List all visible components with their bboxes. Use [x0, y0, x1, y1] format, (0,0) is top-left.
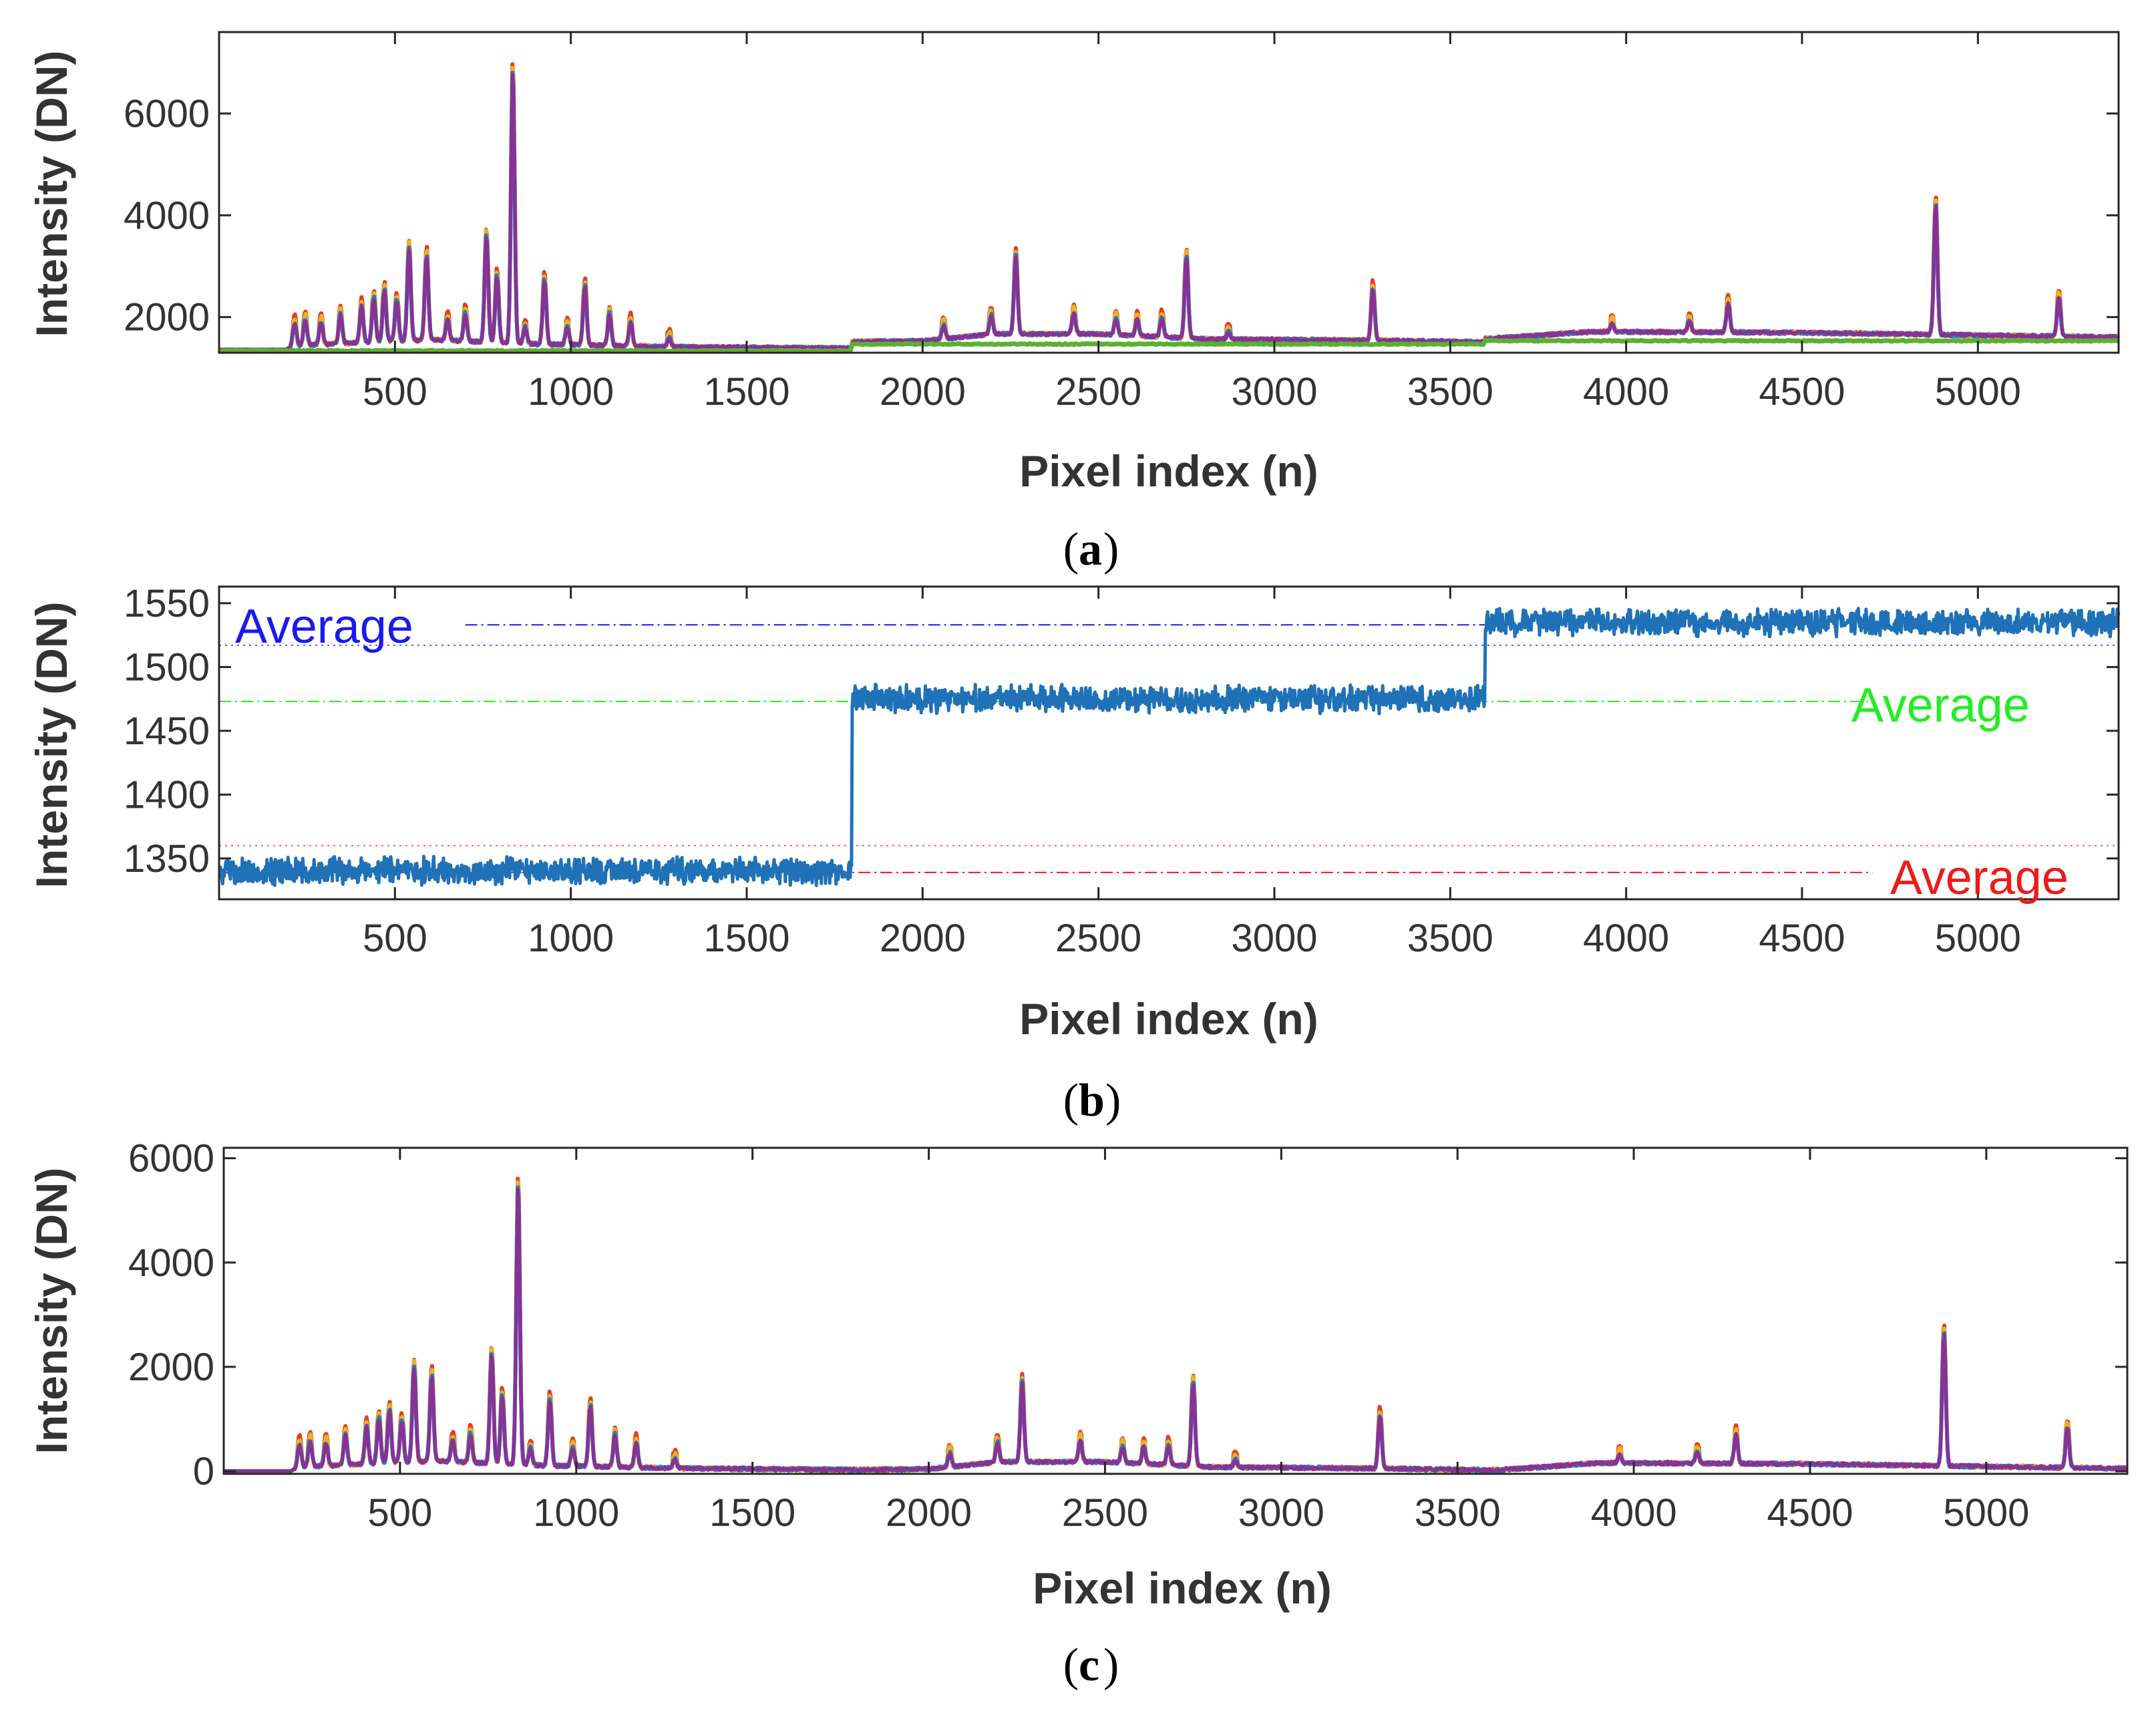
y-tick-label: 4000: [124, 194, 210, 237]
y-tick-label: 0: [193, 1450, 214, 1493]
dark-signal-line: [217, 607, 2121, 887]
panel-c-plot-area: [224, 1148, 2127, 1474]
svg-text:(: (: [1063, 1640, 1079, 1691]
caption-a: ( a ): [1063, 524, 1119, 575]
panel-a-series: [218, 62, 2121, 354]
caption-b-letter: b: [1079, 1075, 1105, 1126]
panel-a-frame: [218, 31, 2120, 354]
y-tick-label: 2000: [124, 296, 210, 339]
x-tick-label: 2000: [880, 370, 966, 414]
panel-b-xlabel: Pixel index (n): [1019, 994, 1318, 1044]
panel-c-ylabel: Intensity (DN): [27, 1168, 76, 1454]
y-tick-label: 6000: [128, 1137, 214, 1181]
x-tick-label: 5000: [1935, 370, 2021, 414]
x-tick-label: 5000: [1943, 1491, 2029, 1535]
panel-a-ticks: 500 1000 1500 2000 2500 3000 3500 4000 4500 5000 2…: [124, 32, 2119, 414]
caption-b: ( b ): [1063, 1075, 1121, 1126]
x-tick-label: 1000: [533, 1491, 619, 1535]
x-tick-label: 1500: [709, 1491, 795, 1535]
y-tick-label: 2000: [128, 1346, 214, 1389]
x-tick-label: 3000: [1231, 370, 1317, 414]
panel-a: 500 1000 1500 2000 2500 3000 3500 4000 4500 5000 2…: [27, 31, 2121, 575]
average-label-blue: Average: [235, 600, 413, 653]
x-tick-label: 1000: [528, 917, 614, 960]
x-tick-label: 3000: [1231, 917, 1317, 960]
panel-b: 500 1000 1500 2000 2500 3000 3500 4000 4500 5000 1…: [27, 582, 2121, 1126]
y-tick-label: 1500: [124, 645, 210, 689]
panel-c-frame: [222, 1146, 2129, 1475]
x-tick-label: 500: [367, 1491, 432, 1535]
x-tick-label: 2000: [886, 1491, 972, 1535]
average-label-green: Average: [1851, 679, 2030, 732]
panel-a-xlabel: Pixel index (n): [1019, 446, 1318, 496]
panel-c-xlabel: Pixel index (n): [1033, 1563, 1331, 1613]
svg-text:): ): [1103, 524, 1119, 575]
y-tick-label: 6000: [124, 92, 210, 136]
svg-text:(: (: [1063, 1075, 1079, 1126]
x-tick-label: 500: [363, 370, 427, 414]
x-tick-label: 4000: [1591, 1491, 1677, 1535]
y-tick-label: 1350: [124, 837, 210, 881]
panel-c: 500 1000 1500 2000 2500 3000 3500 4000 4500 5000 0…: [27, 1137, 2129, 1691]
y-tick-label: 1400: [124, 773, 210, 816]
x-tick-label: 2500: [1062, 1491, 1148, 1535]
x-tick-label: 4500: [1759, 917, 1845, 960]
x-tick-label: 3000: [1238, 1491, 1324, 1535]
panel-c-ticks: 500 1000 1500 2000 2500 3000 3500 4000 4500 5000 0…: [128, 1137, 2127, 1535]
y-tick-label: 1450: [124, 710, 210, 753]
average-label-red: Average: [1890, 851, 2069, 905]
x-tick-label: 1000: [528, 370, 614, 414]
x-tick-label: 4000: [1583, 917, 1669, 960]
x-tick-label: 3500: [1407, 370, 1493, 414]
caption-a-letter: a: [1079, 524, 1102, 575]
x-tick-label: 3500: [1407, 917, 1493, 960]
panel-a-plot-area: [219, 32, 2119, 353]
panel-a-ylabel: Intensity (DN): [27, 51, 76, 337]
x-tick-label: 500: [363, 917, 427, 960]
x-tick-label: 4500: [1759, 370, 1845, 414]
x-tick-label: 1500: [703, 917, 789, 960]
spectrum-line: [218, 73, 2119, 351]
x-tick-label: 2000: [880, 917, 966, 960]
svg-text:): ): [1103, 1640, 1119, 1691]
caption-c-letter: c: [1079, 1640, 1099, 1691]
panel-b-frame: [218, 585, 2120, 901]
caption-c: ( c ): [1063, 1640, 1119, 1691]
x-tick-label: 4000: [1583, 370, 1669, 414]
svg-text:(: (: [1063, 524, 1079, 575]
x-tick-label: 3500: [1415, 1491, 1501, 1535]
panel-b-plot-area: [219, 587, 2119, 899]
y-tick-label: 4000: [128, 1241, 214, 1285]
svg-text:): ): [1105, 1075, 1121, 1126]
x-tick-label: 4500: [1767, 1491, 1853, 1535]
x-tick-label: 2500: [1055, 917, 1141, 960]
x-tick-label: 1500: [703, 370, 789, 414]
y-tick-label: 1550: [124, 582, 210, 625]
panel-b-ylabel: Intensity (DN): [27, 602, 76, 889]
panel-b-ticks: 500 1000 1500 2000 2500 3000 3500 4000 4500 5000 1…: [124, 582, 2119, 960]
panel-b-series: [217, 607, 2121, 887]
x-tick-label: 2500: [1055, 370, 1141, 414]
x-tick-label: 5000: [1935, 917, 2021, 960]
